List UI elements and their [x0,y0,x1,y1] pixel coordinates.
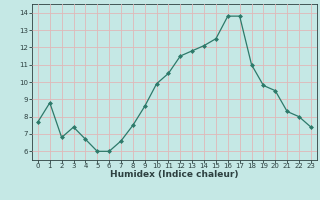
X-axis label: Humidex (Indice chaleur): Humidex (Indice chaleur) [110,170,239,179]
